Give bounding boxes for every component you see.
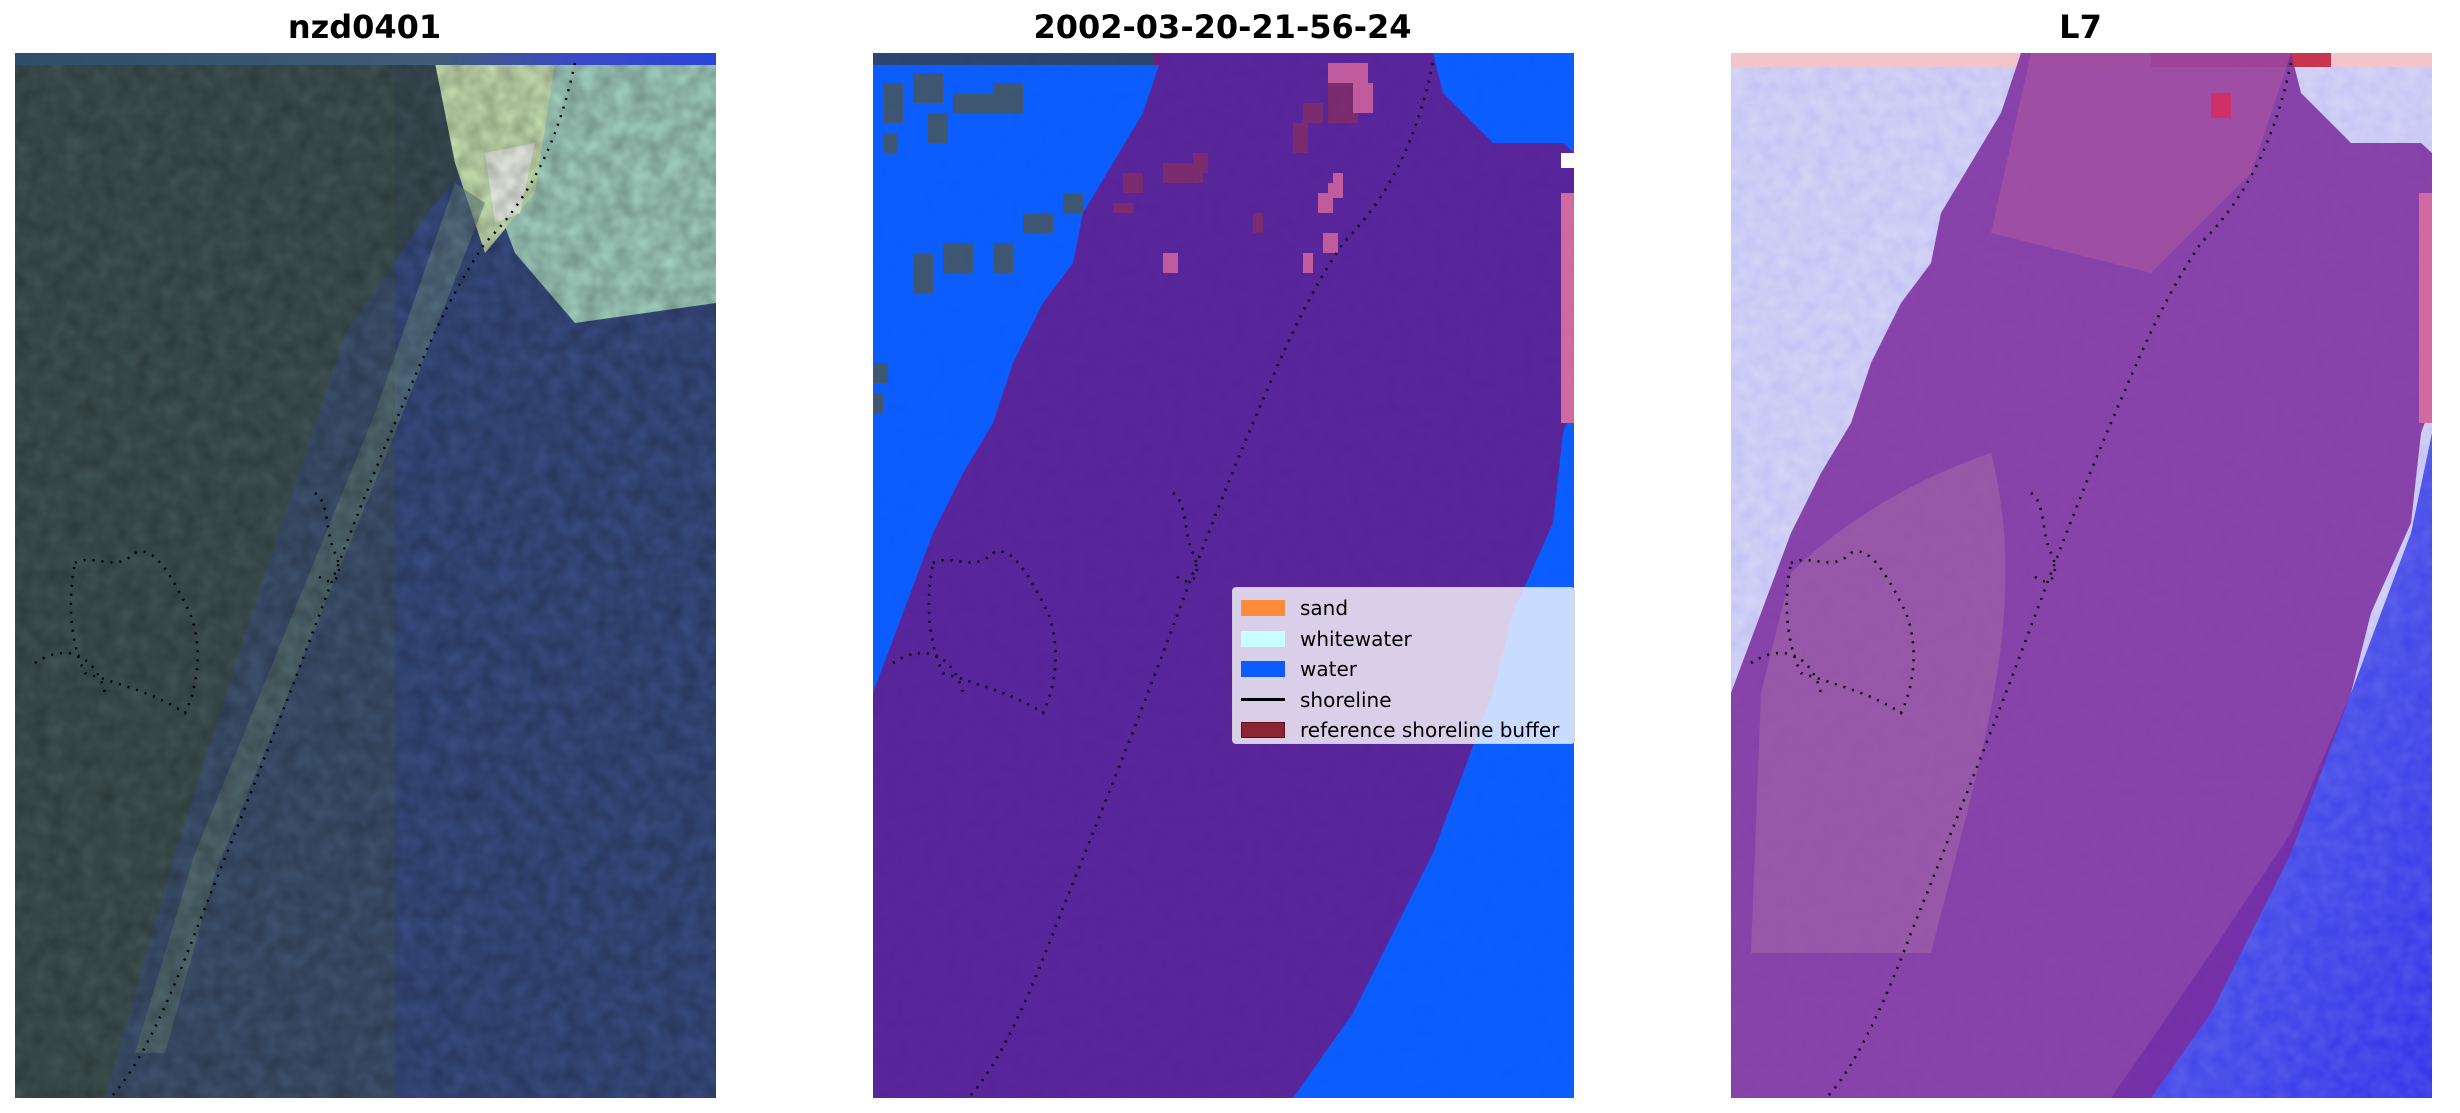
legend-item-water: water: [1241, 654, 1574, 685]
shoreline: [967, 62, 1435, 1098]
legend-swatch-reference-buffer: [1241, 722, 1285, 739]
legend-item-sand: sand: [1241, 593, 1574, 624]
rgb-image-panel: [15, 53, 716, 1098]
classified-image: [873, 53, 1574, 1098]
panel-title-rgb: nzd0401: [287, 8, 442, 46]
legend-label: reference shoreline buffer: [1300, 718, 1560, 743]
legend-line-shoreline: [1241, 698, 1285, 702]
shoreline: [109, 62, 577, 1098]
classified-image-panel: [873, 53, 1574, 1098]
legend-swatch-water: [1241, 661, 1285, 678]
legend-swatch-whitewater: [1241, 630, 1285, 647]
legend-item-shoreline: shoreline: [1241, 685, 1574, 716]
legend: sand whitewater water shoreline referenc…: [1232, 587, 1575, 744]
sensor-image-panel: [1731, 53, 2432, 1098]
legend-label: water: [1300, 657, 1357, 682]
panel-title-sensor: L7: [2059, 8, 2102, 46]
legend-label: whitewater: [1300, 626, 1412, 651]
legend-label: sand: [1300, 596, 1349, 621]
panel-title-classified: 2002-03-20-21-56-24: [1033, 8, 1412, 46]
legend-swatch-sand: [1241, 600, 1285, 617]
legend-item-reference-buffer: reference shoreline buffer: [1241, 715, 1574, 746]
sensor-image: [1731, 53, 2432, 1098]
legend-label: shoreline: [1300, 687, 1392, 712]
legend-item-whitewater: whitewater: [1241, 624, 1574, 655]
rgb-image: [15, 53, 716, 1098]
shoreline: [1825, 62, 2293, 1098]
